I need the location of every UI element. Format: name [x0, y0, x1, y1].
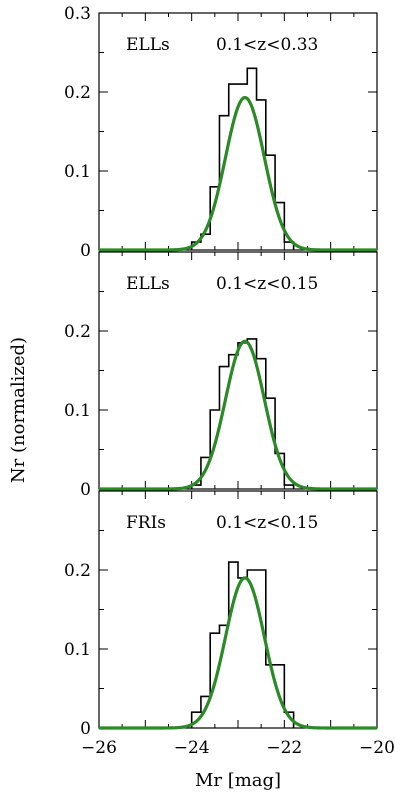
y-tick-label: 0.2 [64, 83, 91, 103]
panel-label: FRIs [126, 513, 166, 533]
histogram-outline [190, 561, 295, 728]
panels: 0 0.1 0.2 0.3 ELLs 0.1<z<0.33 0 0.1 0.2 ELLs 0.1<z… [64, 4, 395, 758]
histogram-bin [257, 570, 266, 728]
gaussian-fit-curve [98, 339, 378, 491]
histogram-bin [238, 343, 247, 489]
y-axis-label: Nr (normalized) [8, 337, 29, 483]
panel-label: ELLs [126, 274, 170, 294]
panel-2: 0 0.1 0.2 ELLs 0.1<z<0.15 [64, 251, 378, 500]
panel-1: 0 0.1 0.2 0.3 ELLs 0.1<z<0.33 [64, 4, 378, 261]
x-tick-label: −20 [359, 738, 395, 758]
panel-3: 0 0.1 0.2 FRIs 0.1<z<0.15 −26 −24 −22 −20 [64, 490, 395, 758]
redshift-range-label: 0.1<z<0.15 [216, 513, 318, 533]
x-tick-label: −26 [81, 738, 117, 758]
redshift-range-label: 0.1<z<0.15 [216, 274, 318, 294]
y-tick-label: 0.2 [64, 561, 91, 581]
y-tick-label: 0.1 [64, 401, 91, 421]
y-tick-label: 0 [80, 241, 91, 261]
y-tick-label: 0 [80, 480, 91, 500]
y-tick-label: 0 [80, 719, 91, 739]
histogram-bin [247, 68, 256, 250]
gaussian-fit-curve [98, 576, 378, 730]
y-tick-label: 0.3 [64, 4, 91, 24]
redshift-range-label: 0.1<z<0.33 [216, 35, 318, 55]
x-axis-label: Mr [mag] [195, 770, 281, 791]
histogram-outline [190, 67, 295, 250]
y-tick-label: 0.2 [64, 322, 91, 342]
histogram-bin [238, 578, 247, 728]
y-tick-label: 0.1 [64, 640, 91, 660]
histogram-bin [238, 84, 247, 250]
panel-label: ELLs [126, 35, 170, 55]
y-tick-label: 0.1 [64, 162, 91, 182]
gaussian-fit-curve [98, 95, 378, 252]
x-tick-label: −22 [266, 738, 302, 758]
x-tick-label: −24 [174, 738, 210, 758]
